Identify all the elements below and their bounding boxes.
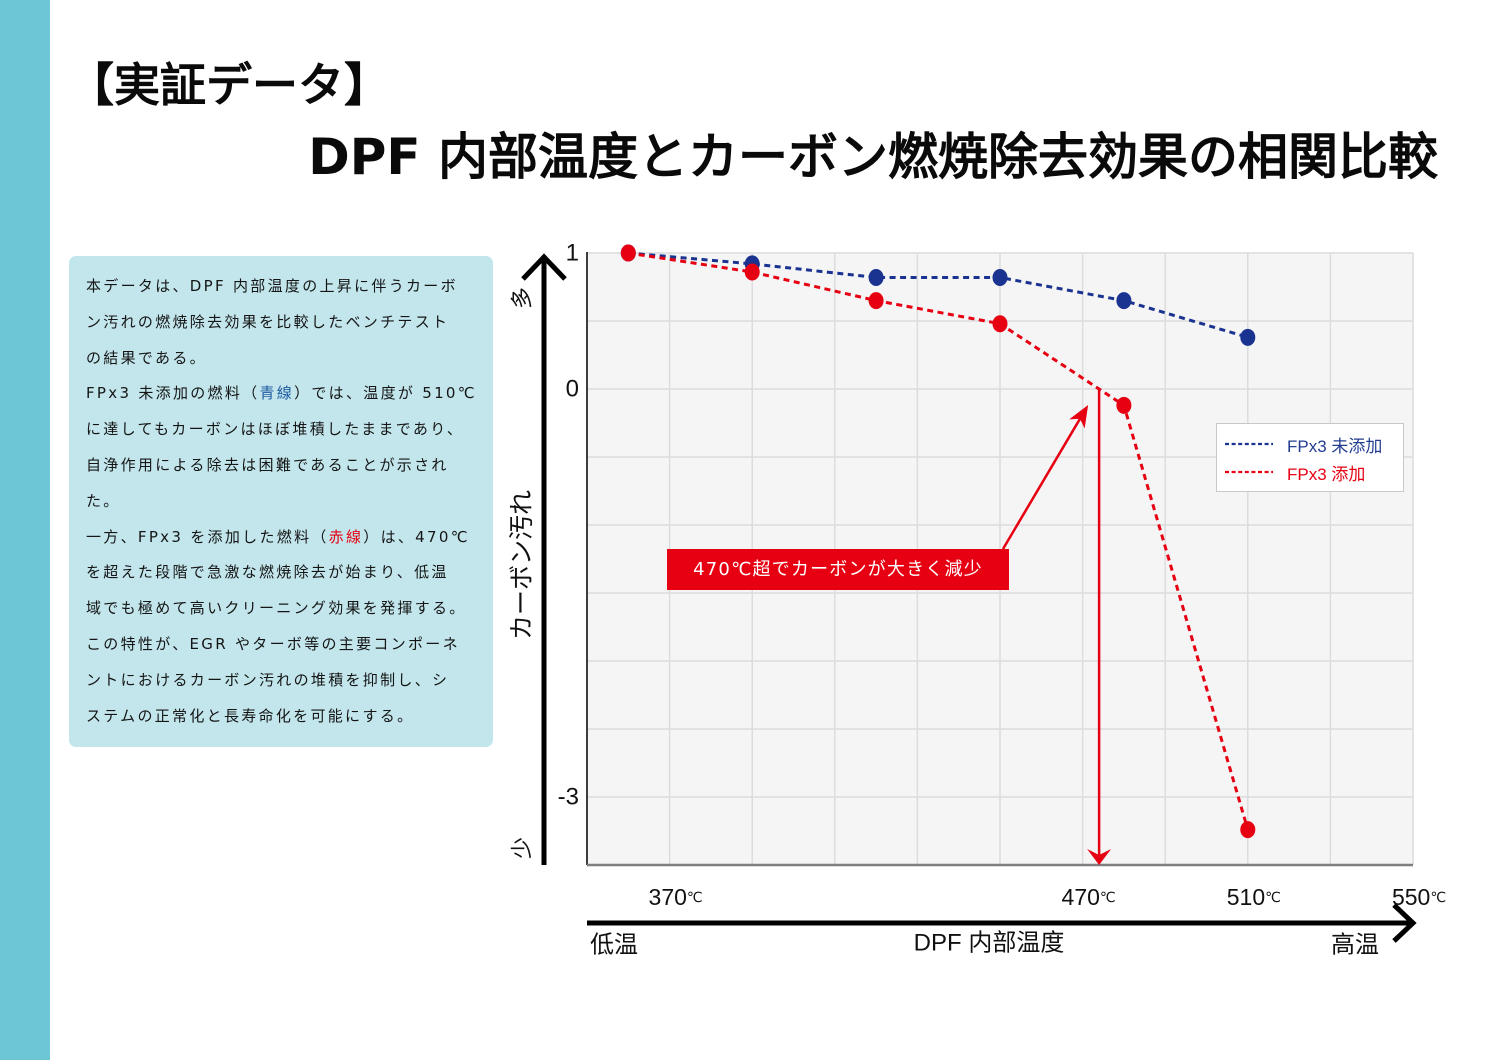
description-line: 域でも極めて高いクリーニング効果を発揮する。 bbox=[86, 599, 467, 618]
y-axis-high-label: 多 bbox=[510, 287, 535, 309]
y-tick-label: 0 bbox=[566, 376, 579, 403]
description-line: FPx3 未添加の燃料（青線）では、温度が 510℃ bbox=[86, 376, 493, 412]
description-text: FPx3 未添加の燃料（ bbox=[86, 384, 260, 403]
annotation-arrows bbox=[1001, 389, 1112, 865]
plot-borders bbox=[586, 252, 1413, 867]
page-title: DPF 内部温度とカーボン燃焼除去効果の相関比較 bbox=[308, 128, 1438, 186]
data-point-series-1 bbox=[992, 315, 1008, 333]
description-line: に達してもカーボンはほぼ堆積したままであり、 bbox=[86, 420, 465, 439]
annotation-diagonal-arrowhead bbox=[1069, 405, 1089, 429]
data-point-series-1 bbox=[620, 244, 636, 262]
legend-label: FPx3 未添加 bbox=[1287, 436, 1383, 456]
y-axis-title: カーボン汚れ bbox=[508, 490, 536, 640]
legend-item-no-additive: FPx3 未添加 bbox=[1225, 432, 1382, 456]
series-line-1 bbox=[628, 251, 1250, 831]
x-tick-label: 510℃ bbox=[1227, 884, 1281, 910]
description-line: た。 bbox=[86, 491, 121, 510]
data-point-series-1 bbox=[1116, 396, 1132, 414]
description-panel: 本データは、DPF 内部温度の上昇に伴うカーボ ン汚れの燃焼除去効果を比較したベ… bbox=[69, 256, 493, 747]
x-axis-low-label: 低温 bbox=[590, 932, 638, 959]
x-tick-unit: ℃ bbox=[1100, 889, 1116, 905]
x-axis-arrowhead bbox=[1392, 903, 1417, 943]
data-point-series-1 bbox=[1240, 821, 1256, 839]
description-line: この特性が、EGR やターボ等の主要コンポーネ bbox=[86, 634, 460, 653]
x-tick-value: 470 bbox=[1062, 884, 1100, 910]
x-tick-value: 510 bbox=[1227, 884, 1265, 910]
data-point-series-1 bbox=[744, 263, 760, 281]
data-point-series-0 bbox=[992, 268, 1008, 286]
description-line: 本データは、DPF 内部温度の上昇に伴うカーボ bbox=[86, 277, 458, 295]
x-tick-unit: ℃ bbox=[1265, 889, 1281, 905]
series-line-0 bbox=[628, 251, 1249, 339]
blue-line-highlight: 青線 bbox=[259, 384, 295, 403]
y-axis-low-label: 少 bbox=[510, 837, 535, 859]
page-title-label: 【実証データ】 bbox=[68, 58, 390, 112]
x-axis-title: DPF 内部温度 bbox=[914, 930, 1065, 957]
x-tick-value: 370 bbox=[649, 884, 687, 910]
legend-label: FPx3 添加 bbox=[1287, 464, 1366, 484]
x-tick-unit: ℃ bbox=[687, 889, 703, 905]
y-tick-label: -3 bbox=[558, 784, 579, 811]
data-point-series-1 bbox=[868, 292, 884, 310]
description-line: ステムの正常化と長寿命化を可能にする。 bbox=[86, 706, 415, 725]
description-line: ントにおけるカーボン汚れの堆積を抑制し、シ bbox=[86, 670, 450, 689]
y-tick-label: 1 bbox=[566, 240, 579, 267]
annotation-diagonal-arrow-line bbox=[1001, 416, 1083, 550]
x-tick-label: 470℃ bbox=[1062, 884, 1116, 910]
description-text: ）は、470℃ bbox=[363, 527, 470, 546]
description-line: 自浄作用による除去は困難であることが示され bbox=[86, 455, 449, 474]
description-line: を超えた段階で急激な燃焼除去が始まり、低温 bbox=[86, 563, 449, 582]
legend-swatch-red bbox=[1225, 470, 1273, 474]
legend-swatch-blue bbox=[1225, 442, 1273, 446]
chart-legend: FPx3 未添加 FPx3 添加 bbox=[1216, 423, 1404, 492]
series-group bbox=[620, 244, 1256, 839]
data-point-series-0 bbox=[1240, 328, 1256, 346]
annotation-callout: 470℃超でカーボンが大きく減少 bbox=[667, 549, 1009, 590]
description-line: ン汚れの燃焼除去効果を比較したベンチテスト bbox=[86, 312, 450, 331]
data-point-series-0 bbox=[868, 268, 884, 286]
x-tick-unit: ℃ bbox=[1430, 889, 1446, 905]
data-point-series-0 bbox=[1116, 292, 1132, 310]
x-tick-label: 550℃ bbox=[1392, 884, 1446, 910]
axes-group: カーボン汚れ 多 少 低温 DPF 内部温度 高温 bbox=[508, 253, 1417, 959]
sidebar-accent-strip bbox=[0, 0, 50, 1060]
y-axis-arrowhead bbox=[521, 253, 567, 281]
x-tick-value: 550 bbox=[1392, 884, 1430, 910]
annotation-down-arrowhead bbox=[1087, 849, 1112, 865]
legend-item-with-additive: FPx3 添加 bbox=[1225, 460, 1365, 484]
description-line: 一方、FPx3 を添加した燃料（赤線）は、470℃ bbox=[86, 520, 493, 556]
red-line-highlight: 赤線 bbox=[328, 527, 364, 546]
x-tick-label: 370℃ bbox=[649, 884, 703, 910]
description-text: ）では、温度が 510℃ bbox=[294, 384, 477, 403]
description-text: 一方、FPx3 を添加した燃料（ bbox=[86, 527, 329, 546]
description-line: の結果である。 bbox=[86, 348, 207, 367]
x-axis-high-label: 高温 bbox=[1331, 932, 1379, 959]
